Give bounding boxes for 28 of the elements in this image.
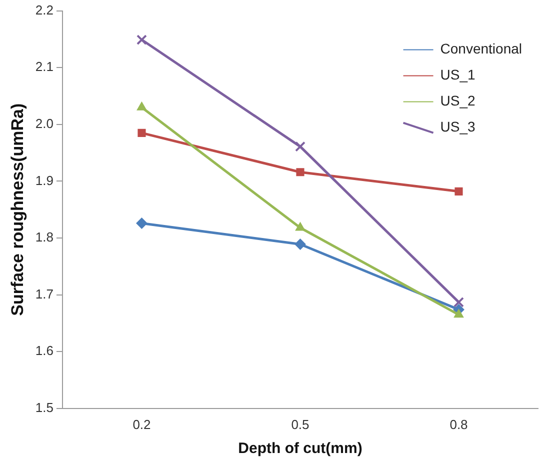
point [136,218,148,229]
x-axis-title: Depth of cut(mm) [238,440,362,458]
point [454,296,464,308]
y-axis-title: Surface roughness(umRa) [8,103,27,316]
legend-label: US_3 [440,118,476,135]
y-tick-label: 1.6 [35,343,54,358]
y-tick-label: 1.5 [35,400,54,415]
legend-label: US_1 [440,66,476,83]
y-tick-label: 2.2 [35,2,54,18]
point [136,34,147,46]
point [294,141,306,152]
x-tick-label: 0.8 [450,416,468,432]
x-tick-label: 0.5 [291,416,310,432]
point [454,309,464,318]
legend-label: Conventional [440,40,522,57]
point [136,102,147,110]
point [454,187,463,196]
legend-label: US_2 [440,92,476,109]
x-tick-label: 0.2 [132,416,151,432]
point [296,168,304,176]
point [294,238,306,250]
point [295,222,306,231]
y-tick-label: 1.9 [35,172,54,188]
point [138,128,146,137]
y-tick-label: 1.8 [35,230,54,245]
y-tick-label: 2.0 [35,116,54,131]
y-tick-label: 1.7 [35,286,54,302]
y-tick-label: 2.1 [35,59,54,74]
